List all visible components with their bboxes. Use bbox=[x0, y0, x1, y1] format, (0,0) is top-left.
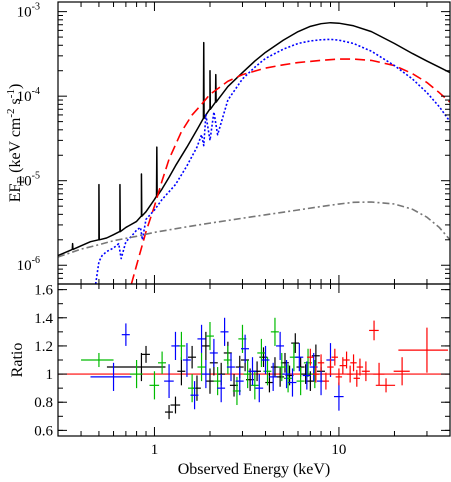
ylabel-sub: E bbox=[15, 177, 27, 184]
ratio-y-tick-label: 1.4 bbox=[34, 311, 53, 327]
ratio-y-tick-label: 1.2 bbox=[34, 339, 53, 355]
spectrum-y-axis-label: EFE (keV cm-2 s-1) bbox=[5, 84, 27, 203]
model-line-grey-component bbox=[58, 201, 450, 258]
ratio-y-tick-label: 1 bbox=[46, 367, 54, 383]
ylabel-exp1: -2 bbox=[5, 108, 17, 117]
ylabel-mid: s bbox=[7, 98, 24, 108]
ylabel-base: EF bbox=[7, 184, 24, 203]
spectrum-series bbox=[58, 21, 450, 284]
ratio-axes: 0.6 0.8 1 1.2 1.4 1.6 1 10 bbox=[34, 283, 451, 458]
ratio-series-red-data bbox=[307, 320, 448, 393]
y-tick-label: 10-5 bbox=[17, 171, 40, 190]
ratio-series-blue-data bbox=[90, 317, 344, 411]
ylabel-units-open: (keV cm bbox=[7, 117, 24, 177]
ratio-y-tick-label: 0.8 bbox=[34, 395, 53, 411]
x-tick-label: 10 bbox=[331, 442, 346, 458]
ratio-panel: 0.6 0.8 1 1.2 1.4 1.6 1 10 Ratio Observed Energ… bbox=[9, 283, 451, 478]
ratio-series-green-data bbox=[81, 317, 319, 406]
ratio-y-tick-label: 0.6 bbox=[34, 423, 53, 439]
ratio-series bbox=[58, 317, 450, 420]
spectrum-panel-frame bbox=[57, 1, 451, 285]
x-axis-label: Observed Energy (keV) bbox=[178, 461, 331, 478]
ratio-y-tick-label: 1.6 bbox=[34, 283, 53, 299]
ylabel-close: ) bbox=[7, 84, 24, 89]
model-line-red-component bbox=[130, 58, 450, 284]
ylabel-exp2: -1 bbox=[5, 89, 17, 98]
y-tick-label: 10-4 bbox=[17, 86, 40, 105]
model-line-total bbox=[58, 21, 450, 257]
y-tick-label: 10-6 bbox=[17, 255, 40, 274]
y-tick-label: 10-3 bbox=[17, 2, 40, 21]
model-line-blue-component bbox=[94, 38, 450, 284]
spectrum-axes: 10-6 10-5 10-4 10-3 bbox=[17, 2, 451, 285]
spectrum-panel: 10-6 10-5 10-4 10-3 EFE (keV cm-2 s-1) bbox=[5, 1, 451, 285]
x-tick-label: 1 bbox=[151, 442, 159, 458]
ratio-y-axis-label: Ratio bbox=[9, 343, 26, 378]
ratio-panel-frame bbox=[57, 283, 451, 437]
